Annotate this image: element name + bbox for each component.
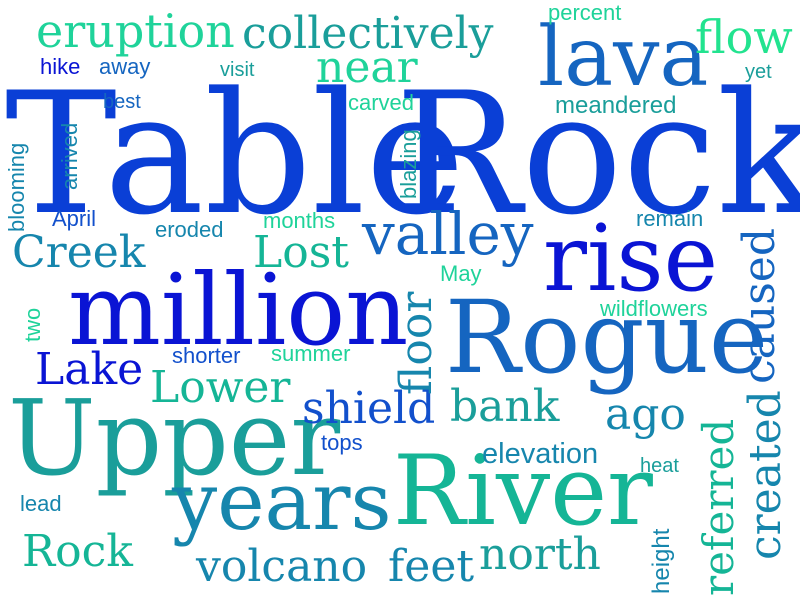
word-valley: valley — [362, 200, 534, 268]
word-rock-small: Rock — [22, 526, 133, 577]
word-near: near — [316, 42, 418, 93]
word-floor: floor — [391, 291, 442, 395]
word-two: two — [20, 307, 45, 342]
word-yet: yet — [745, 61, 772, 83]
word-ago: ago — [605, 389, 686, 440]
word-flow: flow — [695, 10, 793, 64]
word-referred: referred — [694, 418, 743, 596]
word-collectively: collectively — [242, 8, 494, 59]
word-remain: remain — [636, 206, 704, 231]
word-rock-large: Rock — [395, 56, 800, 252]
word-hike: hike — [40, 54, 81, 79]
word-away: away — [99, 54, 151, 79]
word-may: May — [440, 261, 482, 286]
word-upper: Upper — [8, 377, 341, 499]
word-river: River — [393, 435, 653, 547]
word-years: years — [172, 455, 392, 548]
word-heat: heat — [640, 455, 679, 477]
word-north: north — [479, 529, 601, 580]
word-lead: lead — [20, 491, 62, 516]
word-meandered: meandered — [555, 92, 677, 119]
word-blazing: blazing — [396, 129, 421, 199]
word-best: best — [103, 91, 141, 113]
word-caused: caused — [734, 228, 785, 384]
word-lost: Lost — [253, 227, 349, 278]
word-visit: visit — [220, 59, 255, 81]
word-tops: tops — [321, 430, 363, 455]
word-lake: Lake — [35, 344, 144, 395]
word-april: April — [52, 206, 97, 231]
word-elevation: elevation — [482, 438, 599, 470]
word-height: height — [648, 528, 675, 594]
word-eruption: eruption — [36, 4, 235, 58]
word-million: million — [68, 254, 409, 368]
word-eroded: eroded — [155, 217, 224, 242]
word-feet: feet — [388, 541, 475, 592]
word-created: created — [740, 390, 791, 560]
word-shield: shield — [302, 383, 436, 434]
word-rogue: Rogue — [445, 279, 769, 396]
word-wildflowers: wildflowers — [600, 296, 708, 321]
word-shorter: shorter — [172, 343, 241, 368]
word-blooming: blooming — [4, 142, 29, 232]
word-months: months — [263, 208, 336, 233]
word-rise: rise — [543, 205, 719, 312]
word-summer: summer — [271, 341, 351, 366]
word-carved: carved — [348, 90, 415, 115]
word-bank: bank — [450, 381, 560, 432]
word-lower: Lower — [150, 362, 291, 413]
word-volcano: volcano — [196, 541, 368, 592]
word-arrived: arrived — [57, 122, 82, 190]
word-creek: Creek — [12, 227, 146, 278]
word-percent: percent — [548, 0, 622, 25]
word-table: Table — [5, 56, 465, 252]
word-lava: lava — [538, 10, 709, 105]
